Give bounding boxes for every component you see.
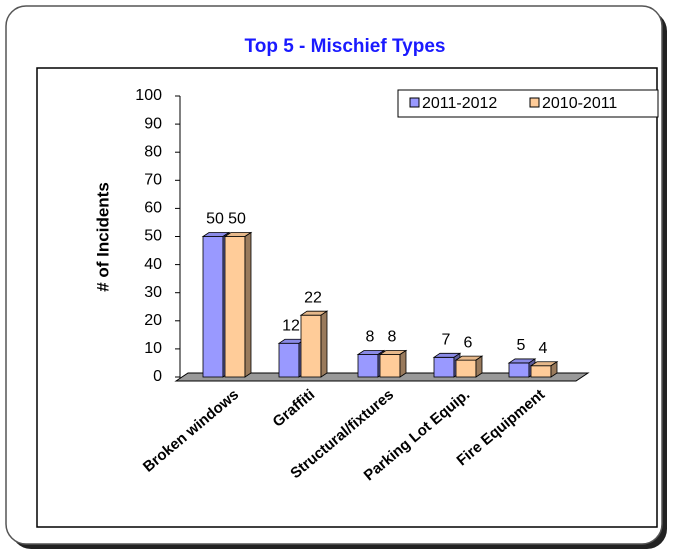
bar-front xyxy=(224,236,246,378)
y-tick-label: 90 xyxy=(144,115,162,132)
bar-side xyxy=(244,231,252,378)
y-tick-label: 50 xyxy=(144,228,162,245)
bar-front xyxy=(508,362,530,378)
y-tick-label: 0 xyxy=(153,368,162,385)
bar xyxy=(223,231,253,378)
data-label: 50 xyxy=(206,211,224,228)
data-label: 6 xyxy=(464,334,473,351)
data-label: 8 xyxy=(388,329,397,346)
bar-front xyxy=(455,359,477,378)
chart-title: Top 5 - Mischief Types xyxy=(245,36,446,57)
bar-front xyxy=(530,365,552,378)
y-tick-label: 80 xyxy=(144,143,162,160)
y-tick-label: 60 xyxy=(144,200,162,217)
plot-frame xyxy=(36,67,658,528)
data-label: 22 xyxy=(304,289,322,306)
legend-swatch xyxy=(529,97,540,108)
y-tick-label: 30 xyxy=(144,284,162,301)
y-tick-label: 100 xyxy=(135,87,162,104)
legend-box xyxy=(397,89,659,118)
legend-label: 2010-2011 xyxy=(542,95,617,112)
bar-front xyxy=(433,356,455,378)
bar-side xyxy=(475,355,483,378)
data-label: 4 xyxy=(539,340,548,357)
bar-side xyxy=(320,310,328,378)
bar xyxy=(454,355,484,378)
data-label: 8 xyxy=(366,329,375,346)
bar-front xyxy=(379,354,401,378)
data-label: 50 xyxy=(228,211,246,228)
bar-front xyxy=(202,236,224,378)
y-tick-label: 70 xyxy=(144,172,162,189)
data-label: 5 xyxy=(517,337,526,354)
bar-side xyxy=(550,361,558,378)
data-label: 12 xyxy=(282,317,300,334)
legend-label: 2011-2012 xyxy=(422,95,497,112)
data-label: 7 xyxy=(442,332,451,349)
y-axis-label: # of Incidents xyxy=(93,182,112,292)
bar-side xyxy=(399,349,407,378)
bar xyxy=(299,310,329,378)
y-tick-label: 10 xyxy=(144,340,162,357)
y-tick-label: 20 xyxy=(144,312,162,329)
bar xyxy=(529,361,559,378)
legend-swatch xyxy=(409,97,420,108)
bar-front xyxy=(278,342,300,378)
bar-front xyxy=(300,314,322,378)
bar xyxy=(378,349,408,378)
y-tick-label: 40 xyxy=(144,256,162,273)
bar-front xyxy=(357,354,379,378)
